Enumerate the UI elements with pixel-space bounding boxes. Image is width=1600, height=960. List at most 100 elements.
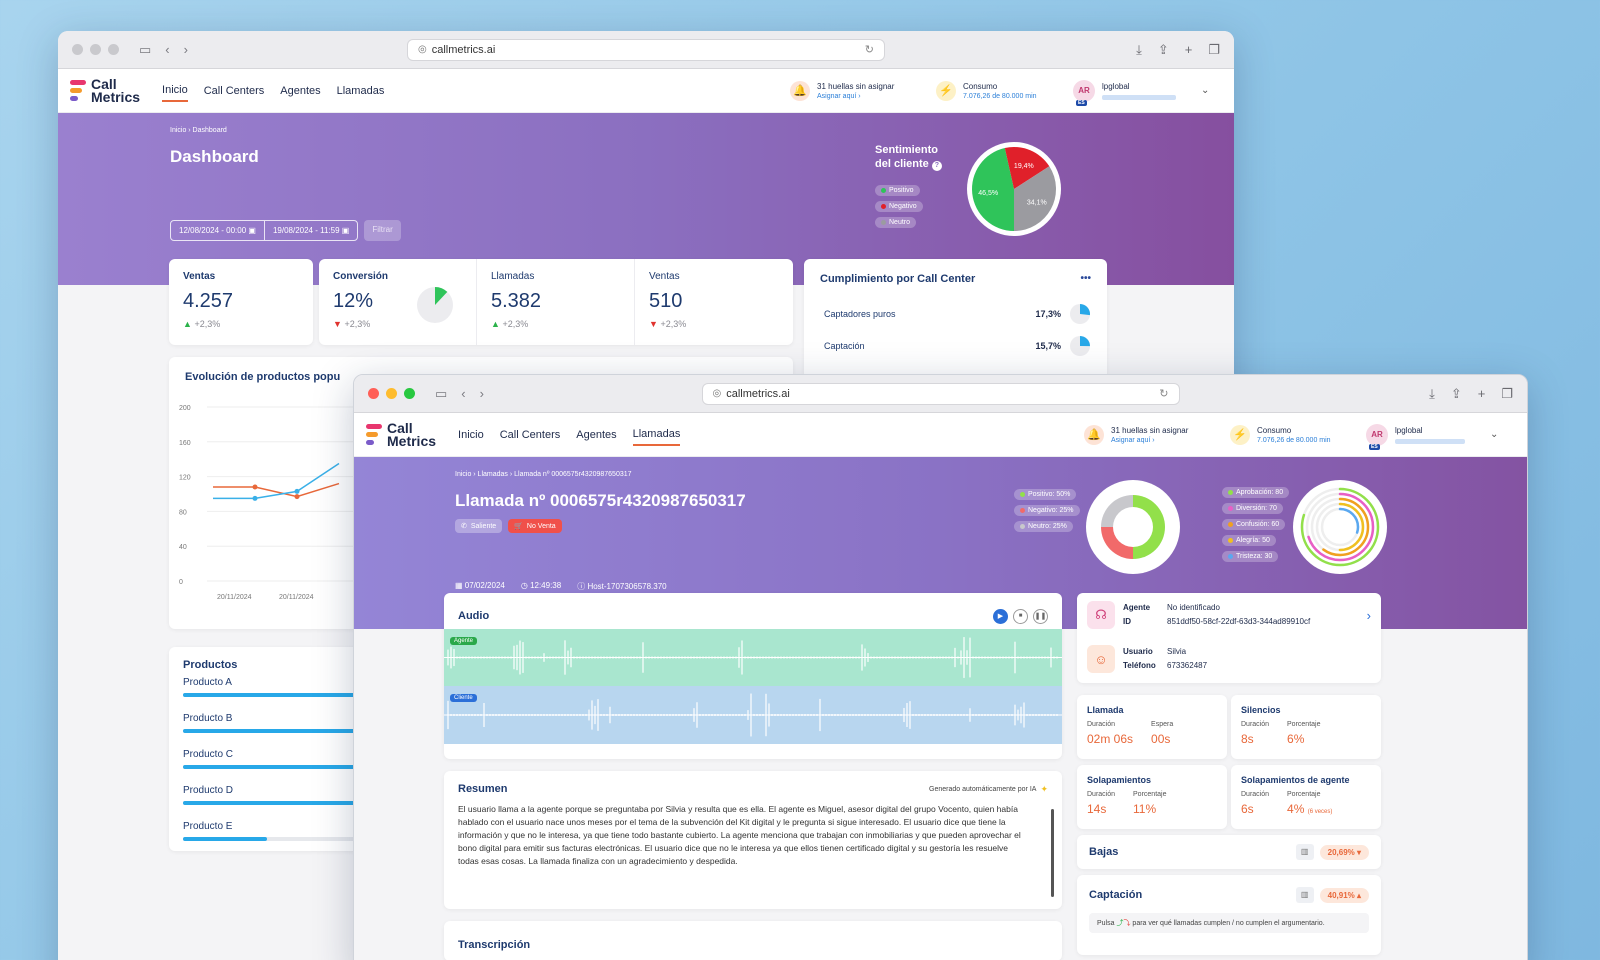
x-tick-label: 20/11/2024	[217, 594, 252, 601]
pie-slice	[1014, 166, 1056, 231]
call-sentiment-legend: Positivo: 50% Negativo: 25% Neutro: 25%	[1014, 489, 1080, 537]
reload-icon[interactable]: ↻	[1159, 388, 1169, 400]
agent-id: 851ddf50-58cf-22df-63d3-344ad89910cf	[1167, 617, 1311, 626]
alert-link[interactable]: Asignar aquí ›	[1111, 436, 1155, 444]
compliance-row[interactable]: Captadores puros 17,3%	[820, 303, 1091, 325]
scrollbar[interactable]	[1051, 809, 1054, 897]
emotion-ring	[1315, 502, 1365, 552]
metric-value: 4% (6 veces)	[1287, 802, 1333, 816]
more-icon[interactable]: •••	[1080, 273, 1091, 284]
date-filter: 12/08/2024 - 00:00 ▣ 19/08/2024 - 11:59 …	[170, 220, 401, 241]
download-icon[interactable]: ⤓	[1136, 41, 1142, 57]
share-icon[interactable]: ⇪	[1157, 41, 1169, 57]
agent-waveform[interactable]: Agente	[444, 629, 1062, 686]
lang-badge: ES	[1076, 99, 1087, 106]
user-menu[interactable]: AR ES lpglobal ⌄	[1073, 79, 1210, 106]
data-point	[252, 495, 258, 501]
metric-card: Solapamientos de agente Duración 6s Porce…	[1231, 765, 1381, 829]
nav-agentes[interactable]: Agentes	[576, 428, 617, 441]
close-dot[interactable]	[368, 388, 379, 399]
arrow-up-icon: ▲	[491, 319, 500, 329]
download-icon[interactable]: ⤓	[1429, 385, 1435, 401]
user-name: Silvia	[1167, 647, 1187, 656]
forward-icon[interactable]: ›	[479, 386, 484, 401]
chevron-right-icon[interactable]: ›	[1366, 607, 1371, 623]
share-icon[interactable]: ⇪	[1450, 385, 1462, 401]
kpi-card-ventas: Ventas 4.257 ▲ +2,3%	[169, 259, 313, 345]
nav-inicio[interactable]: Inicio	[162, 80, 188, 102]
nav-call-centers[interactable]: Call Centers	[499, 428, 561, 441]
nav-llamadas[interactable]: Llamadas	[632, 424, 681, 446]
zoom-dot[interactable]	[108, 44, 119, 55]
pie-label: 46,5%	[978, 190, 998, 197]
forward-icon[interactable]: ›	[183, 42, 188, 57]
metric-label: Porcentaje	[1133, 791, 1167, 798]
filter-button[interactable]: Filtrar	[364, 220, 401, 241]
nav-call-centers[interactable]: Call Centers	[203, 84, 265, 97]
metric-title: Silencios	[1241, 705, 1281, 715]
product-label: Producto E	[183, 821, 233, 832]
logo[interactable]: Call Metrics	[70, 77, 140, 104]
agent-row[interactable]: ☊ Agente No identificado ID 851ddf50-58cf-2…	[1087, 601, 1371, 629]
url-bar[interactable]: ◎ callmetrics.ai ↻	[701, 382, 1180, 405]
url-bar[interactable]: ◎ callmetrics.ai ↻	[407, 38, 885, 61]
client-waveform[interactable]: Cliente	[444, 686, 1062, 744]
nav-agentes[interactable]: Agentes	[280, 84, 321, 97]
new-tab-icon[interactable]: +	[1184, 41, 1193, 57]
bar-chart-icon[interactable]: ▥	[1295, 887, 1314, 903]
date-from-input[interactable]: 12/08/2024 - 00:00 ▣	[171, 221, 265, 240]
agent-track-label: Agente	[450, 637, 478, 645]
sidebar-toggle-icon[interactable]: ▭	[435, 385, 448, 401]
reload-icon[interactable]: ↻	[864, 44, 874, 56]
chevron-down-icon[interactable]: ⌄	[1201, 85, 1210, 96]
bajas-value[interactable]: 20,69% ▾	[1319, 844, 1369, 860]
help-icon[interactable]: ?	[931, 161, 942, 171]
transcript-title: Transcripción	[458, 939, 531, 951]
app-nav: Call Metrics Inicio Call Centers Agentes …	[354, 413, 1527, 457]
logo[interactable]: Call Metrics	[366, 421, 436, 448]
tabs-icon[interactable]: ❐	[1208, 41, 1220, 57]
unassigned-alert[interactable]: 🔔 31 huellas sin asignar Asignar aquí ›	[1084, 424, 1188, 445]
close-dot[interactable]	[72, 44, 83, 55]
metric-value: 6%	[1287, 732, 1305, 746]
captacion-value[interactable]: 40,91% ▴	[1319, 887, 1369, 903]
bar-chart-icon[interactable]: ▥	[1295, 844, 1314, 860]
back-icon[interactable]: ‹	[461, 386, 466, 401]
alert-link[interactable]: Asignar aquí ›	[817, 92, 861, 100]
pause-icon[interactable]: ❚❚	[1033, 608, 1048, 624]
agent-name: No identificado	[1167, 603, 1220, 612]
emotion-ring	[1310, 497, 1370, 557]
trend-down-icon[interactable]: ⤵	[1123, 920, 1131, 927]
participants-card: ☊ Agente No identificado ID 851ddf50-58cf-2…	[1077, 593, 1381, 683]
minimize-dot[interactable]	[386, 388, 397, 399]
compliance-title: Cumplimiento por Call Center	[820, 273, 976, 285]
y-tick-label: 200	[179, 405, 191, 412]
trend-up-icon[interactable]: ⤴	[1116, 920, 1124, 927]
user-menu[interactable]: AR ES lpglobal ⌄	[1366, 423, 1499, 450]
sidebar-toggle-icon[interactable]: ▭	[139, 41, 152, 57]
product-label: Producto D	[183, 785, 234, 796]
date-to-input[interactable]: 19/08/2024 - 11:59 ▣	[272, 226, 350, 235]
stop-icon[interactable]: ■	[1013, 608, 1028, 624]
product-bar	[183, 765, 469, 769]
kpi-value: 4.257	[183, 290, 234, 312]
unassigned-alert[interactable]: 🔔 31 huellas sin asignar Asignar aquí ›	[790, 80, 894, 101]
minimize-dot[interactable]	[90, 44, 101, 55]
tabs-icon[interactable]: ❐	[1501, 385, 1513, 401]
page-title: Llamada nº 0006575r4320987650317	[455, 491, 746, 510]
new-tab-icon[interactable]: +	[1477, 385, 1486, 401]
series-line	[213, 462, 340, 500]
chevron-down-icon[interactable]: ⌄	[1490, 429, 1499, 440]
direction-badge: ✆ Saliente	[455, 519, 503, 533]
nav-inicio[interactable]: Inicio	[458, 428, 484, 441]
headset-icon: ☊	[1087, 601, 1115, 629]
compliance-pie	[1070, 336, 1090, 356]
back-icon[interactable]: ‹	[165, 42, 170, 57]
nav-llamadas[interactable]: Llamadas	[336, 84, 385, 97]
play-icon[interactable]: ▶	[993, 608, 1008, 624]
arrow-down-icon: ▼	[333, 319, 342, 329]
compliance-row[interactable]: Captación 15,7%	[820, 335, 1091, 357]
consumo-stat: ⚡ Consumo 7.076,26 de 80.000 min	[1230, 424, 1331, 445]
zoom-dot[interactable]	[404, 388, 415, 399]
sentiment-legend: Positivo Negativo Neutro	[875, 185, 923, 233]
